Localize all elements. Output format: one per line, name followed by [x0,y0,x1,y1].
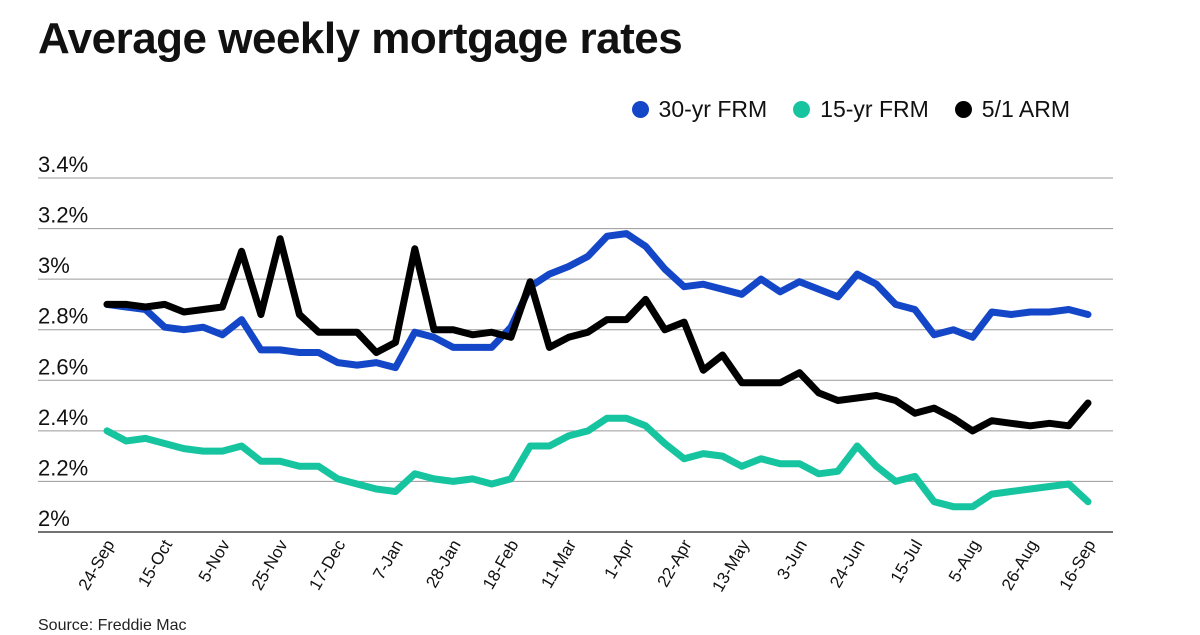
x-tick-label: 11-Mar [537,536,580,591]
chart-title: Average weekly mortgage rates [38,14,683,63]
legend-label-15yr: 15-yr FRM [820,96,929,122]
legend-item-30yr: 30-yr FRM [631,96,768,123]
x-tick-label: 1-Apr [601,536,638,582]
y-tick-label: 3.2% [38,203,88,228]
series-line-30-yr-frm [103,230,1092,372]
y-tick-label: 2.6% [38,354,88,379]
legend-marker-30yr [631,101,649,118]
x-tick-label: 26-Aug [998,537,1042,594]
legend: 30-yr FRM 15-yr FRM 5/1 ARM [631,96,1070,123]
y-tick-label: 2% [38,506,70,531]
gridlines [38,177,1113,533]
x-tick-label: 15-Oct [134,536,176,590]
y-tick-label: 2.2% [38,455,88,480]
x-tick-label: 5-Nov [195,536,234,585]
x-axis-ticks: 24-Sep 15-Oct 5-Nov 25-Nov 17-Dec 7-Jan 28-Jan… [75,536,1100,595]
x-tick-label: 28-Jan [422,537,464,592]
legend-marker-15yr [793,101,811,118]
x-tick-label: 24-Jun [826,537,868,592]
x-tick-label: 22-Apr [654,536,696,590]
legend-label-30yr: 30-yr FRM [658,96,768,122]
legend-label-arm: 5/1 ARM [981,96,1070,122]
series-line-5-1-arm [103,235,1092,435]
x-tick-label: 17-Dec [305,536,349,593]
legend-item-arm: 5/1 ARM [954,96,1070,123]
x-tick-label: 25-Nov [248,536,292,593]
legend-item-15yr: 15-yr FRM [793,96,929,123]
legend-marker-arm [954,101,972,118]
series-line-15-yr-frm [103,414,1092,511]
source-note: Source: Freddie Mac [38,617,187,634]
x-tick-label: 3-Jun [773,537,811,583]
y-tick-label: 3.4% [38,152,88,177]
x-tick-label: 18-Feb [479,537,522,593]
x-tick-label: 15-Jul [887,537,927,587]
y-axis-ticks: 2% 2.2% 2.4% 2.6% 2.8% 3% 3.2% 3.4% [38,152,88,531]
x-tick-label: 7-Jan [369,537,407,583]
x-tick-label: 5-Aug [945,537,984,586]
x-tick-label: 16-Sep [1056,537,1100,594]
x-tick-label: 13-May [708,536,753,595]
y-tick-label: 3% [38,253,70,278]
y-tick-label: 2.8% [38,304,88,329]
series-lines [103,230,1092,511]
y-tick-label: 2.4% [38,405,88,430]
x-tick-label: 24-Sep [75,537,119,594]
